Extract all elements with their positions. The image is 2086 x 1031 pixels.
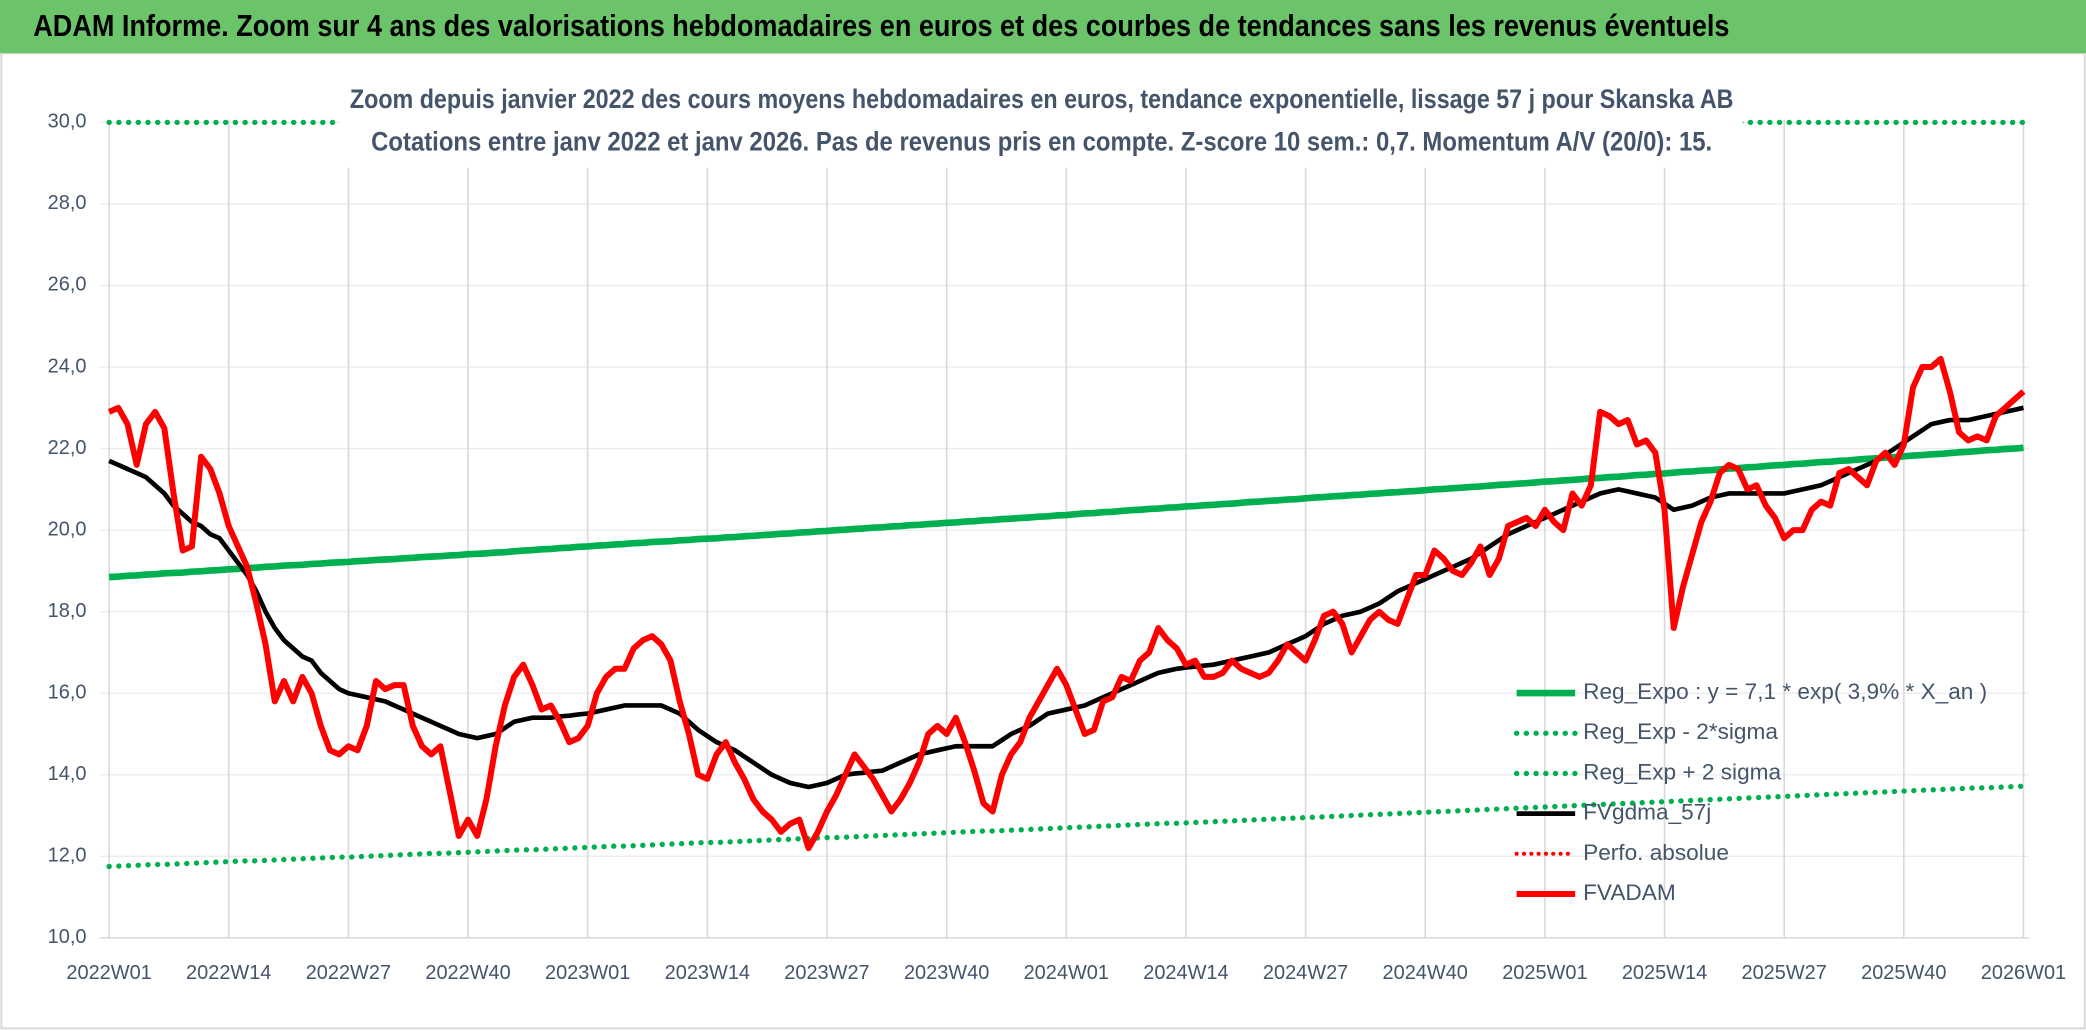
y-tick-label: 18,0 (48, 600, 87, 622)
title-block: Zoom depuis janvier 2022 des cours moyen… (339, 74, 1743, 168)
x-tick-label: 2023W40 (904, 962, 989, 984)
legend-label: Perfo. absolue (1583, 840, 1729, 865)
x-tick-label: 2024W40 (1383, 962, 1468, 984)
x-tick-label: 2022W40 (425, 962, 510, 984)
series-line (108, 444, 2024, 581)
legend-label: Reg_Expo : y = 7,1 * exp( 3,9% * X_an ) (1583, 679, 1987, 704)
y-tick-label: 14,0 (48, 763, 87, 785)
series-line (107, 355, 2026, 852)
legend: Reg_Expo : y = 7,1 * exp( 3,9% * X_an ) R… (1513, 679, 1987, 905)
legend-label: FVgdma_57j (1583, 800, 1711, 825)
title-backdrop (339, 74, 1743, 168)
y-tick-label: 16,0 (48, 681, 87, 703)
y-tick-label: 12,0 (48, 845, 87, 867)
y-tick-label: 20,0 (48, 518, 87, 540)
series-line (108, 405, 2024, 790)
x-tick-label: 2024W27 (1263, 962, 1348, 984)
header-bar (0, 0, 2086, 54)
y-tick-label: 10,0 (48, 926, 87, 948)
x-tick-label: 2025W40 (1861, 962, 1946, 984)
x-tick-label: 2023W01 (545, 962, 630, 984)
y-tick-label: 24,0 (48, 355, 87, 377)
y-tick-label: 22,0 (48, 437, 87, 459)
series-line (106, 783, 2027, 870)
chart-subtitle: Cotations entre janv 2022 et janv 2026. … (371, 127, 1712, 157)
x-tick-label: 2025W01 (1502, 962, 1587, 984)
x-tick-label: 2024W14 (1143, 962, 1228, 984)
x-tick-label: 2026W01 (1981, 962, 2066, 984)
y-tick-label: 26,0 (48, 274, 87, 296)
header-title: ADAM Informe. Zoom sur 4 ans des valoris… (33, 9, 1729, 43)
chart-title: Zoom depuis janvier 2022 des cours moyen… (350, 84, 1734, 114)
legend-label: Reg_Exp - 2*sigma (1583, 719, 1778, 744)
axes: 10,0 12,0 14,0 16,0 18,0 20,0 22,0 24,0 26,0 28,0… (48, 111, 2066, 984)
x-tick-label: 2022W01 (66, 962, 151, 984)
y-tick-label: 30,0 (48, 111, 87, 133)
y-tick-label: 28,0 (48, 192, 87, 214)
legend-label: FVADAM (1583, 880, 1676, 905)
x-tick-label: 2022W14 (186, 962, 271, 984)
x-tick-label: 2023W27 (784, 962, 869, 984)
x-tick-label: 2025W27 (1741, 962, 1826, 984)
legend-label: Reg_Exp + 2 sigma (1583, 759, 1781, 784)
x-tick-label: 2022W27 (306, 962, 391, 984)
x-tick-label: 2023W14 (665, 962, 750, 984)
x-tick-label: 2025W14 (1622, 962, 1707, 984)
x-tick-label: 2024W01 (1024, 962, 1109, 984)
